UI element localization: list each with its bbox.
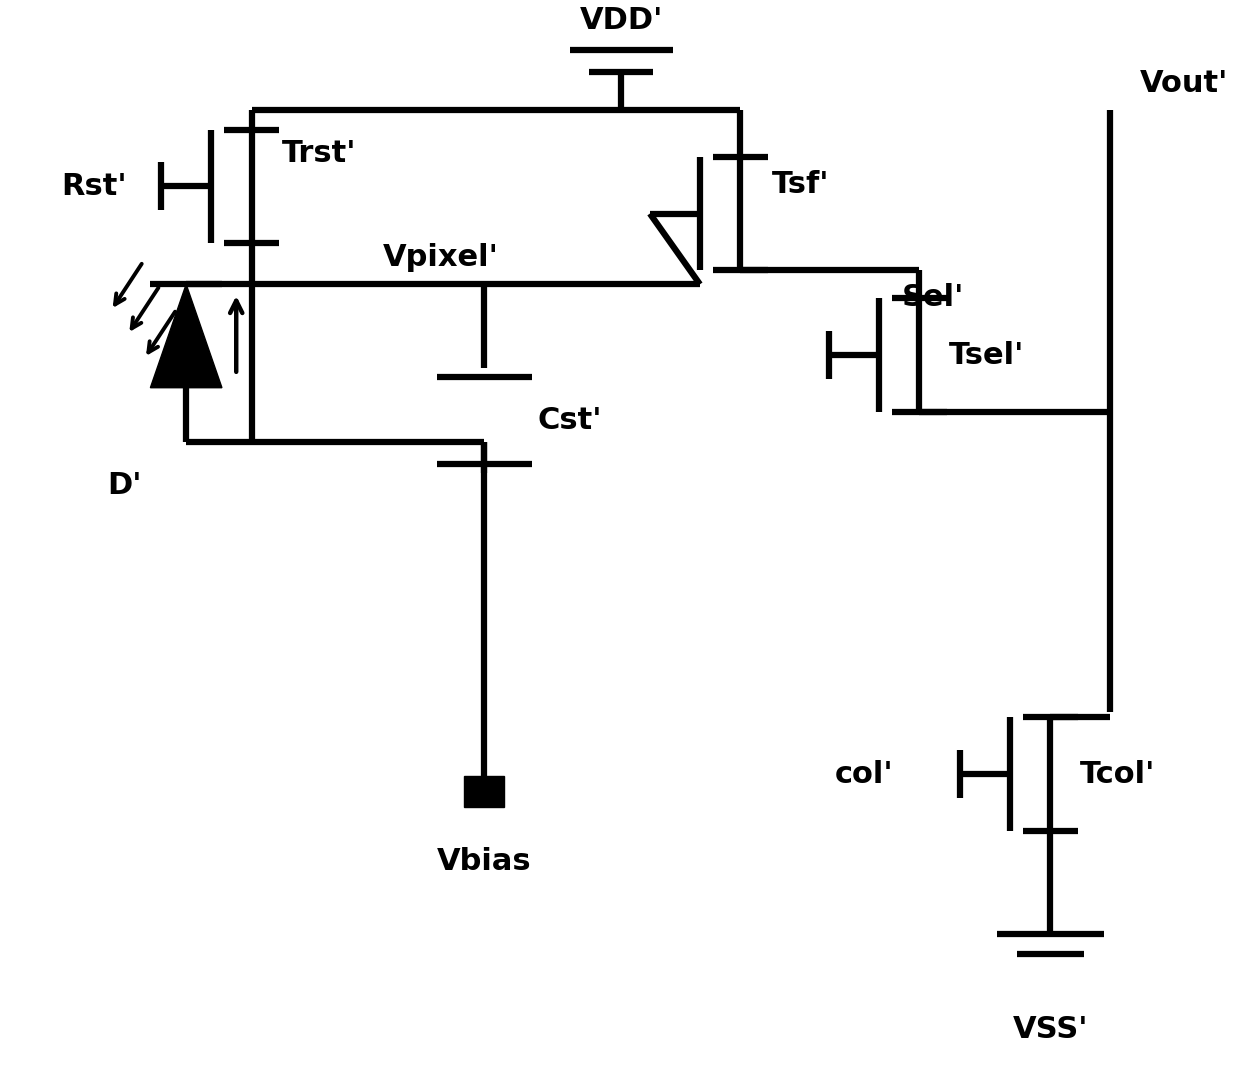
Polygon shape [150, 285, 222, 387]
Text: Trst': Trst' [281, 140, 356, 168]
Text: Vout': Vout' [1140, 69, 1228, 97]
Text: Tsel': Tsel' [949, 340, 1024, 370]
Text: Rst': Rst' [61, 172, 126, 201]
Text: Sel': Sel' [901, 283, 963, 312]
Text: Tcol': Tcol' [1080, 759, 1156, 789]
Text: col': col' [835, 759, 893, 789]
Text: VDD': VDD' [579, 7, 663, 36]
Text: Vbias: Vbias [436, 847, 532, 876]
Text: Vpixel': Vpixel' [383, 242, 498, 272]
Text: VSS': VSS' [1013, 1016, 1089, 1044]
Text: D': D' [108, 471, 143, 500]
Bar [464, 776, 505, 806]
Text: Tsf': Tsf' [771, 170, 830, 199]
Text: Cst': Cst' [538, 406, 603, 435]
